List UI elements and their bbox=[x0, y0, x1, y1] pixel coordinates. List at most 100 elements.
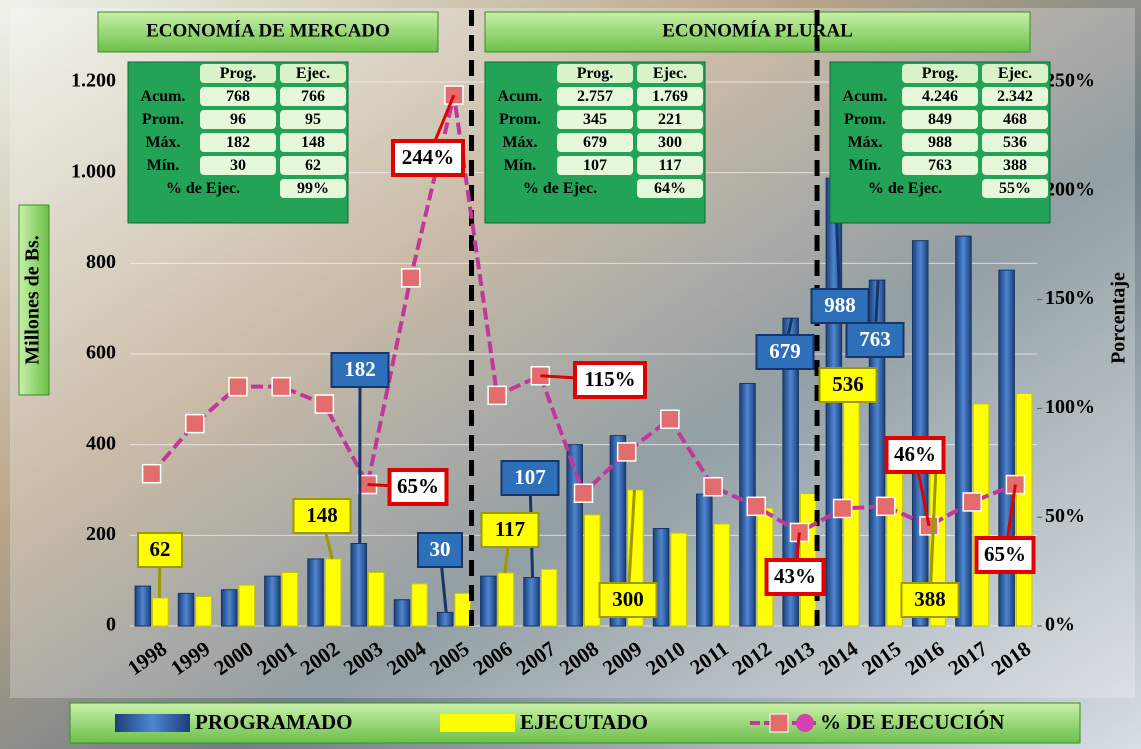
y2-tick-label: 100% bbox=[1045, 396, 1095, 418]
data-label: 65% bbox=[397, 474, 439, 498]
table-text: 988 bbox=[928, 134, 952, 151]
table-text: Prog. bbox=[922, 65, 959, 82]
callout-box bbox=[845, 322, 905, 358]
y-tick-label: 800 bbox=[86, 251, 116, 273]
table-text: Mín. bbox=[147, 157, 179, 174]
data-label: 244% bbox=[402, 145, 455, 169]
legend-box bbox=[69, 702, 1081, 744]
table-text: % de Ejec. bbox=[868, 180, 942, 197]
table-cell bbox=[637, 87, 703, 106]
callout-box bbox=[818, 367, 878, 403]
table-cell bbox=[902, 133, 978, 152]
y2-tick-label: 0% bbox=[1045, 614, 1075, 636]
y-label-box bbox=[18, 204, 50, 396]
callout-box bbox=[137, 532, 183, 568]
line-marker bbox=[660, 409, 680, 430]
bar-programado bbox=[609, 435, 627, 627]
table-cell bbox=[557, 110, 633, 129]
data-label: 763 bbox=[859, 327, 891, 351]
table-cell bbox=[557, 87, 633, 106]
table-cell bbox=[902, 110, 978, 129]
table-text: 221 bbox=[658, 111, 682, 128]
bar-programado bbox=[566, 444, 583, 627]
data-label: 30 bbox=[430, 537, 451, 561]
table-text: Máx. bbox=[847, 134, 882, 151]
data-label: 679 bbox=[769, 339, 801, 363]
table-text: 2.342 bbox=[997, 88, 1033, 105]
table-cell bbox=[200, 110, 276, 129]
data-label: 117 bbox=[495, 517, 525, 541]
line-marker bbox=[573, 483, 594, 504]
line-marker bbox=[228, 376, 248, 397]
table-cell bbox=[637, 156, 703, 175]
bar-ejecutado bbox=[713, 523, 731, 627]
table-text: Mín. bbox=[849, 157, 881, 174]
callout-leader bbox=[626, 489, 636, 601]
table-text: 95 bbox=[305, 111, 321, 128]
table-text: 536 bbox=[1003, 134, 1027, 151]
table-text: 148 bbox=[301, 134, 325, 151]
table-text: 2.757 bbox=[577, 88, 613, 105]
y2-tick-label: 150% bbox=[1045, 287, 1095, 309]
table-cell bbox=[982, 133, 1048, 152]
y2-tick-label: 50% bbox=[1045, 505, 1085, 527]
callout-box bbox=[755, 334, 815, 370]
table-text: Ejec. bbox=[296, 65, 330, 82]
line-marker bbox=[487, 385, 507, 406]
line-marker bbox=[271, 376, 291, 397]
bar-ejecutado bbox=[368, 572, 385, 627]
table-text: Prom. bbox=[844, 111, 886, 128]
line-marker bbox=[876, 496, 896, 517]
y2-tick-label: 200% bbox=[1045, 178, 1095, 200]
table-text: Ejec. bbox=[653, 65, 687, 82]
line-marker bbox=[832, 498, 853, 519]
table-cell bbox=[902, 87, 978, 106]
bar-programado bbox=[177, 592, 195, 627]
data-label: 62 bbox=[150, 537, 171, 561]
bar-programado bbox=[523, 576, 540, 627]
table-cell bbox=[557, 64, 633, 83]
table-text: Prog. bbox=[577, 65, 614, 82]
table-text: 300 bbox=[658, 134, 682, 151]
table-text: 388 bbox=[1003, 157, 1027, 174]
y2-tick-label: 250% bbox=[1045, 70, 1095, 92]
bar-ejecutado bbox=[411, 583, 428, 627]
callout-box bbox=[900, 582, 960, 618]
callout-box bbox=[764, 558, 826, 596]
data-label: 115% bbox=[584, 367, 635, 391]
section-banner bbox=[97, 11, 439, 53]
bar-ejecutado bbox=[1015, 392, 1033, 627]
line-marker bbox=[616, 442, 637, 462]
table-cell bbox=[280, 87, 346, 106]
table-cell bbox=[637, 179, 703, 198]
bar-programado bbox=[307, 558, 324, 627]
y-tick-label: 200 bbox=[86, 523, 116, 545]
table-text: 99% bbox=[297, 180, 329, 197]
table-text: 1.769 bbox=[652, 88, 688, 105]
callout-box bbox=[500, 460, 560, 496]
table-text: Máx. bbox=[145, 134, 180, 151]
line-marker bbox=[141, 463, 162, 484]
bar-ejecutado bbox=[454, 592, 471, 627]
y-tick-label: 1.000 bbox=[71, 160, 116, 182]
data-label: 388 bbox=[914, 587, 946, 611]
callout-box bbox=[573, 361, 647, 399]
legend-swatch bbox=[440, 714, 515, 732]
table-text: 182 bbox=[226, 134, 250, 151]
bar-programado bbox=[911, 240, 929, 627]
legend-marker bbox=[769, 713, 789, 733]
table-cell bbox=[637, 133, 703, 152]
table-cell bbox=[280, 156, 346, 175]
table-text: 107 bbox=[583, 157, 607, 174]
table-text: Prom. bbox=[142, 111, 184, 128]
table-text: Ejec. bbox=[998, 65, 1032, 82]
section-title: ECONOMÍA PLURAL bbox=[662, 19, 853, 41]
table-text: % de Ejec. bbox=[166, 180, 240, 197]
legend-label: PROGRAMADO bbox=[195, 710, 352, 734]
section-banner bbox=[484, 11, 1031, 53]
bar-programado bbox=[220, 589, 238, 627]
callout-box bbox=[810, 288, 870, 324]
legend-swatch bbox=[115, 714, 190, 732]
callout-box bbox=[330, 352, 390, 388]
